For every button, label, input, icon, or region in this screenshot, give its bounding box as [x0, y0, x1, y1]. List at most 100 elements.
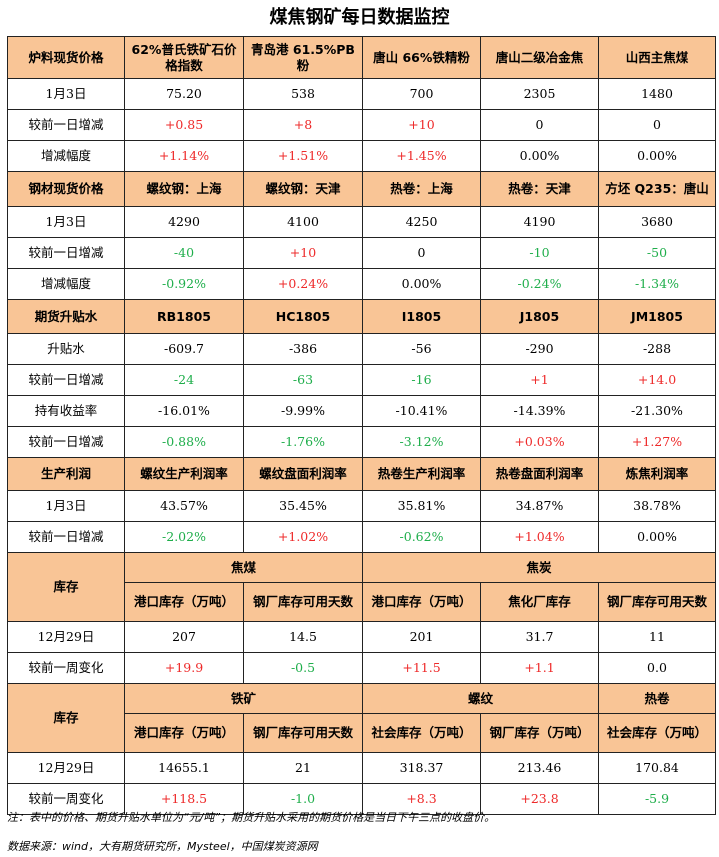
value-cell: -0.92% [124, 268, 244, 300]
value-cell: -1.0 [243, 783, 363, 815]
section-title: 期货升贴水 [7, 299, 125, 334]
value-cell: -10 [480, 237, 599, 269]
row-label: 增减幅度 [7, 268, 125, 300]
value-cell: +1.04% [480, 521, 599, 553]
value-cell: +0.03% [480, 426, 599, 458]
value-cell: 31.7 [480, 621, 599, 653]
value-cell: 35.81% [362, 490, 481, 522]
column-header: 焦化厂库存 [480, 582, 599, 622]
value-cell: 34.87% [480, 490, 599, 522]
column-header: 炼焦利润率 [598, 457, 716, 491]
value-cell: 318.37 [362, 752, 481, 784]
table-row: 1月3日 75.20 538 700 2305 1480 [7, 78, 716, 110]
section-title: 生产利润 [7, 457, 125, 491]
table-row: 较前一日增减 -24 -63 -16 +1 +14.0 [7, 364, 716, 396]
column-header: 山西主焦煤 [598, 36, 716, 79]
value-cell: -0.88% [124, 426, 244, 458]
row-label: 较前一日增减 [7, 237, 125, 269]
value-cell: +10 [243, 237, 363, 269]
section-header-row: 生产利润 螺纹生产利润率 螺纹盘面利润率 热卷生产利润率 热卷盘面利润率 炼焦利润率 [7, 457, 716, 491]
table-row: 增减幅度 -0.92% +0.24% 0.00% -0.24% -1.34% [7, 268, 716, 300]
table-row: 较前一日增减 +0.85 +8 +10 0 0 [7, 109, 716, 141]
group-header: 热卷 [598, 683, 716, 714]
value-cell: 11 [598, 621, 716, 653]
value-cell: +1.51% [243, 140, 363, 172]
value-cell: 3680 [598, 206, 716, 238]
page-title: 煤焦钢矿每日数据监控 [269, 7, 450, 28]
column-header: 方坯 Q235：唐山 [598, 171, 716, 207]
value-cell: -0.5 [243, 652, 363, 684]
value-cell: -386 [243, 333, 363, 365]
column-header: 港口库存（万吨） [124, 582, 244, 622]
value-cell: 170.84 [598, 752, 716, 784]
value-cell: 43.57% [124, 490, 244, 522]
value-cell: 75.20 [124, 78, 244, 110]
value-cell: 4100 [243, 206, 363, 238]
row-label: 较前一日增减 [7, 521, 125, 553]
column-header: 热卷：上海 [362, 171, 481, 207]
footnote: 注：表中的价格、期货升贴水单位为“元/吨”；期货升贴水采用的期货价格是当日下午三… [7, 811, 496, 824]
table-row: 持有收益率 -16.01% -9.99% -10.41% -14.39% -21.30% [7, 395, 716, 427]
table-row: 较前一日增减 -40 +10 0 -10 -50 [7, 237, 716, 269]
section-header-row: 库存 焦煤 焦炭 [7, 552, 716, 622]
row-label: 较前一周变化 [7, 652, 125, 684]
column-header: RB1805 [124, 299, 244, 334]
value-cell: -50 [598, 237, 716, 269]
value-cell: +0.85 [124, 109, 244, 141]
value-cell: +1 [480, 364, 599, 396]
row-label: 较前一日增减 [7, 426, 125, 458]
row-label: 增减幅度 [7, 140, 125, 172]
section-title: 炉料现货价格 [7, 36, 125, 79]
value-cell: 0 [598, 109, 716, 141]
group-header: 焦炭 [362, 552, 716, 583]
row-label: 较前一日增减 [7, 109, 125, 141]
value-cell: +11.5 [362, 652, 481, 684]
table-row: 升贴水 -609.7 -386 -56 -290 -288 [7, 333, 716, 365]
section-title: 钢材现货价格 [7, 171, 125, 207]
row-label: 1月3日 [7, 78, 125, 110]
value-cell: -16.01% [124, 395, 244, 427]
value-cell: -1.76% [243, 426, 363, 458]
value-cell: -0.24% [480, 268, 599, 300]
value-cell: 38.78% [598, 490, 716, 522]
column-header: 螺纹钢：上海 [124, 171, 244, 207]
row-label: 持有收益率 [7, 395, 125, 427]
column-header: HC1805 [243, 299, 363, 334]
column-header: 热卷盘面利润率 [480, 457, 599, 491]
column-header: I1805 [362, 299, 481, 334]
column-header: 钢厂库存可用天数 [243, 713, 363, 753]
column-header: 唐山 66%铁精粉 [362, 36, 481, 79]
column-header: 钢厂库存可用天数 [243, 582, 363, 622]
value-cell: +10 [362, 109, 481, 141]
row-label: 1月3日 [7, 490, 125, 522]
group-header: 螺纹 [362, 683, 599, 714]
value-cell: 35.45% [243, 490, 363, 522]
value-cell: -290 [480, 333, 599, 365]
value-cell: 0 [362, 237, 481, 269]
value-cell: 14.5 [243, 621, 363, 653]
value-cell: 0.0 [598, 652, 716, 684]
value-cell: 4190 [480, 206, 599, 238]
group-header: 焦煤 [124, 552, 363, 583]
column-header: 62%普氏铁矿石价格指数 [124, 36, 244, 79]
column-header: 港口库存（万吨） [362, 582, 481, 622]
table-row: 1月3日 43.57% 35.45% 35.81% 34.87% 38.78% [7, 490, 716, 522]
column-header: 螺纹盘面利润率 [243, 457, 363, 491]
row-label: 12月29日 [7, 621, 125, 653]
value-cell: -56 [362, 333, 481, 365]
value-cell: +1.27% [598, 426, 716, 458]
table-row: 较前一周变化 +118.5 -1.0 +8.3 +23.8 -5.9 [7, 783, 716, 815]
value-cell: +19.9 [124, 652, 244, 684]
value-cell: 2305 [480, 78, 599, 110]
value-cell: +1.14% [124, 140, 244, 172]
value-cell: +1.45% [362, 140, 481, 172]
value-cell: -9.99% [243, 395, 363, 427]
value-cell: -1.34% [598, 268, 716, 300]
value-cell: 538 [243, 78, 363, 110]
value-cell: 207 [124, 621, 244, 653]
column-header: 社会库存（万吨） [598, 713, 716, 753]
row-label: 较前一日增减 [7, 364, 125, 396]
value-cell: 0 [480, 109, 599, 141]
section-title: 库存 [7, 683, 125, 753]
value-cell: -40 [124, 237, 244, 269]
